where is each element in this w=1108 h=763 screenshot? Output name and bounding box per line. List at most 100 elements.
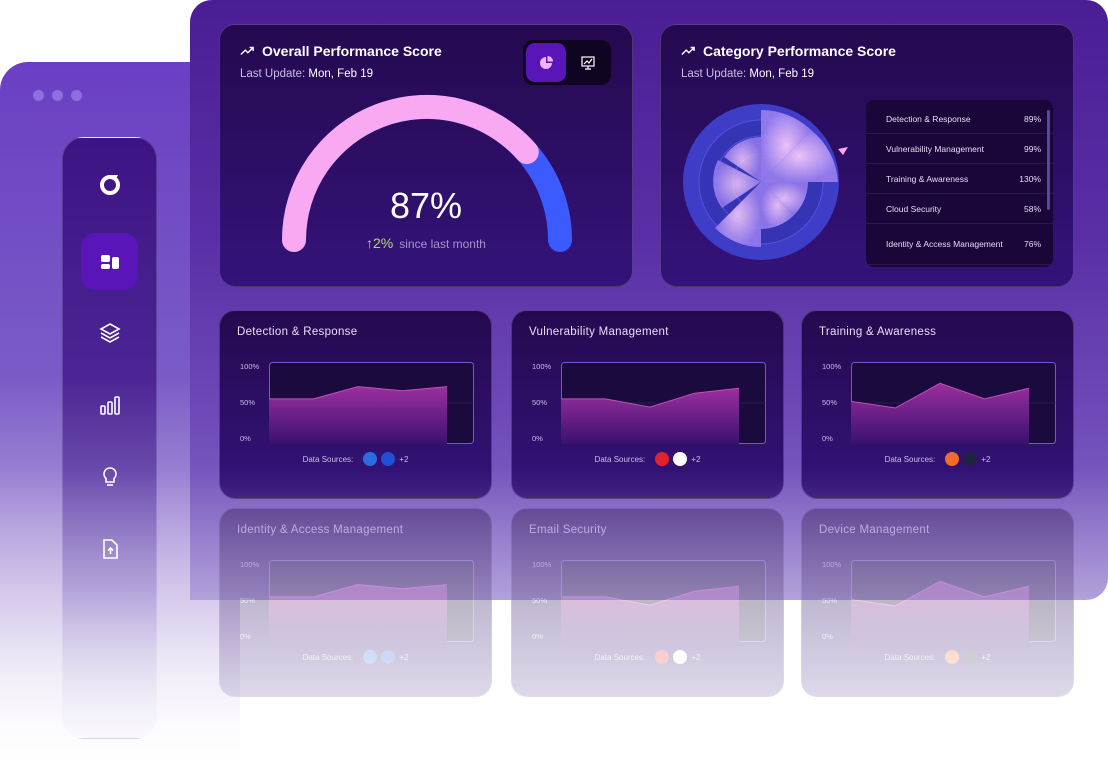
more-sources[interactable]: +2 <box>399 454 409 464</box>
tick-label: 0% <box>240 434 251 443</box>
last-update: Last Update: Mon, Feb 19 <box>681 68 814 80</box>
last-update-value: Mon, Feb 19 <box>308 68 373 80</box>
area-chart <box>851 362 1056 444</box>
source-logo-icon[interactable] <box>381 452 396 466</box>
window-dot[interactable] <box>71 90 82 101</box>
dashboard-icon[interactable] <box>81 233 138 290</box>
legend-label: Cloud Security <box>886 203 942 214</box>
bar-chart-icon[interactable] <box>81 376 138 433</box>
sources-label: Data Sources: <box>884 454 936 464</box>
category-chart-card[interactable]: Training & Awareness 100% 50% 0% Data So… <box>801 310 1074 499</box>
category-chart-card[interactable]: Vulnerability Management 100% 50% 0% Dat… <box>511 310 784 499</box>
card-title: Vulnerability Management <box>529 326 669 338</box>
tick-label: 50% <box>532 398 548 407</box>
tick-label: 0% <box>532 632 543 641</box>
presentation-chart-toggle[interactable] <box>568 43 608 82</box>
tick-label: 50% <box>822 596 838 605</box>
more-sources[interactable]: +2 <box>399 652 409 662</box>
source-logo-icon[interactable] <box>673 650 688 664</box>
category-legend: Detection & Response 89% Vulnerability Ma… <box>866 100 1053 267</box>
source-logo-icon[interactable] <box>381 650 396 664</box>
area-chart <box>561 362 766 444</box>
last-update: Last Update: Mon, Feb 19 <box>240 68 373 80</box>
tick-label: 100% <box>822 560 842 569</box>
area-chart <box>561 560 766 642</box>
category-performance-card: Category Performance Score Last Update: … <box>660 24 1074 287</box>
legend-row[interactable]: Identity & Access Management 76% <box>866 224 1053 265</box>
card-title: Device Management <box>819 524 930 536</box>
layers-icon[interactable] <box>81 304 138 361</box>
window-dot[interactable] <box>33 90 44 101</box>
tick-label: 50% <box>240 398 256 407</box>
score-value: 87% <box>389 185 463 226</box>
card-title: Detection & Response <box>237 326 358 338</box>
tick-label: 100% <box>240 560 260 569</box>
gauge-fill <box>282 94 539 252</box>
legend-label: Training & Awareness <box>886 173 969 184</box>
source-logo-icon[interactable] <box>363 452 378 466</box>
polar-slice <box>761 130 838 182</box>
file-upload-icon[interactable] <box>81 520 138 577</box>
tick-label: 100% <box>532 560 552 569</box>
source-logo-icon[interactable] <box>963 452 978 466</box>
data-sources: Data Sources: +2 <box>802 650 1073 664</box>
more-sources[interactable]: +2 <box>691 454 701 464</box>
category-chart-card[interactable]: Device Management 100% 50% 0% Data Sourc… <box>801 508 1074 697</box>
category-chart-card[interactable]: Detection & Response 100% 50% 0% Data So… <box>219 310 492 499</box>
legend-row[interactable]: Training & Awareness 130% <box>866 164 1053 194</box>
last-update-label: Last Update: <box>681 68 747 80</box>
line-series <box>269 386 448 400</box>
gauge <box>282 94 572 252</box>
scrollbar[interactable] <box>1047 110 1050 210</box>
legend-value: 76% <box>1023 239 1041 249</box>
arrow-up-icon: ↑ <box>366 235 374 251</box>
line-series <box>851 382 1030 409</box>
sources-label: Data Sources: <box>884 652 936 662</box>
logo-icon[interactable] <box>81 155 138 212</box>
last-update-label: Last Update: <box>240 68 306 80</box>
trending-up-icon <box>240 46 254 55</box>
tick-label: 0% <box>240 632 251 641</box>
card-title: Email Security <box>529 524 607 536</box>
overall-title: Overall Performance Score <box>262 43 442 59</box>
source-logo-icon[interactable] <box>963 650 978 664</box>
more-sources[interactable]: +2 <box>691 652 701 662</box>
tick-label: 0% <box>822 434 833 443</box>
category-chart-card[interactable]: Identity & Access Management 100% 50% 0%… <box>219 508 492 697</box>
more-sources[interactable]: +2 <box>981 454 991 464</box>
source-logo-icon[interactable] <box>945 452 960 466</box>
last-update-value: Mon, Feb 19 <box>749 68 814 80</box>
tick-label: 50% <box>532 596 548 605</box>
sources-label: Data Sources: <box>594 652 646 662</box>
card-title: Identity & Access Management <box>237 524 404 536</box>
tick-label: 0% <box>532 434 543 443</box>
tick-label: 100% <box>822 362 842 371</box>
legend-value: 89% <box>1023 113 1041 124</box>
data-sources: Data Sources: +2 <box>512 452 783 466</box>
line-series <box>561 387 740 408</box>
data-sources: Data Sources: +2 <box>512 650 783 664</box>
bar-chart-glyph <box>99 395 120 415</box>
area-chart <box>269 560 474 642</box>
source-logo-icon[interactable] <box>673 452 688 466</box>
window-dot[interactable] <box>52 90 63 101</box>
source-logo-icon[interactable] <box>655 452 670 466</box>
data-sources: Data Sources: +2 <box>220 650 491 664</box>
lightbulb-icon[interactable] <box>81 448 138 505</box>
card-title: Training & Awareness <box>819 326 937 338</box>
pie-chart-icon <box>540 55 553 69</box>
pie-chart-toggle[interactable] <box>526 43 566 82</box>
source-logo-icon[interactable] <box>945 650 960 664</box>
trending-up-icon <box>681 46 695 55</box>
legend-row[interactable]: Vulnerability Management 99% <box>866 134 1053 164</box>
legend-row[interactable]: Detection & Response 89% <box>866 104 1053 134</box>
category-chart-card[interactable]: Email Security 100% 50% 0% Data Sources:… <box>511 508 784 697</box>
legend-row[interactable]: Cloud Security 58% <box>866 194 1053 224</box>
more-sources[interactable]: +2 <box>981 652 991 662</box>
data-sources: Data Sources: +2 <box>802 452 1073 466</box>
file-upload-glyph <box>102 538 118 559</box>
legend-value: 99% <box>1023 143 1041 154</box>
source-logo-icon[interactable] <box>655 650 670 664</box>
sidebar <box>62 137 157 739</box>
source-logo-icon[interactable] <box>363 650 378 664</box>
